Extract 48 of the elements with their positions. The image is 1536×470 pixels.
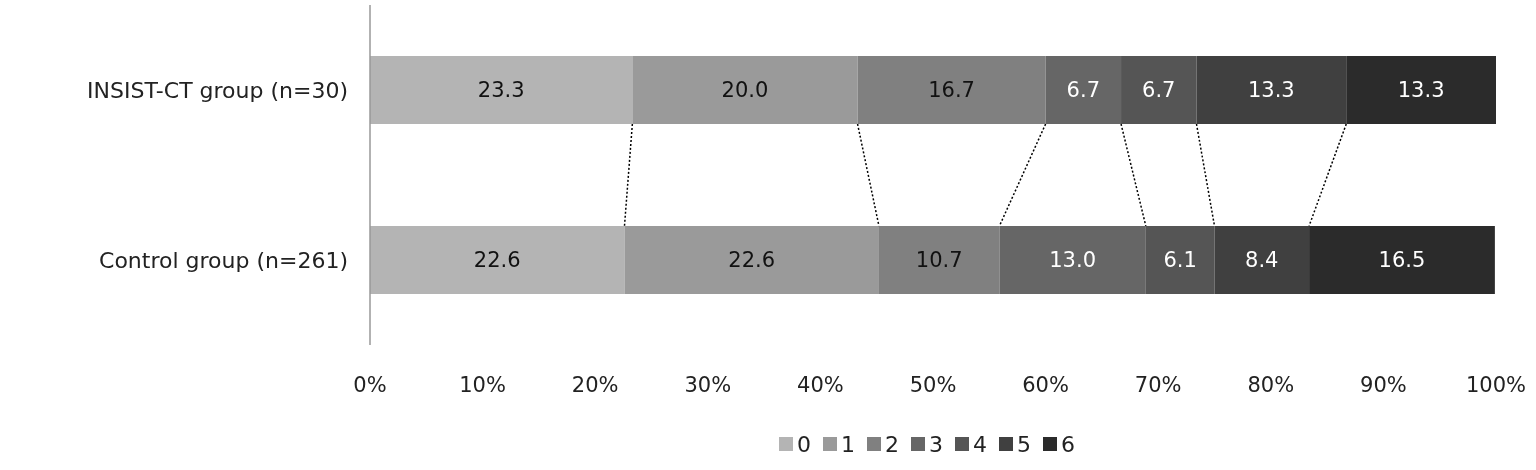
x-tick-label: 70% — [1134, 373, 1182, 398]
y-tick-label: Control group (n=261) — [99, 247, 348, 273]
data-label: 10.7 — [915, 248, 963, 273]
bar — [1346, 56, 1496, 124]
legend-label: 3 — [929, 431, 943, 457]
data-label: 13.0 — [1049, 248, 1097, 273]
x-tick-label: 60% — [1022, 373, 1069, 398]
bar — [878, 226, 1000, 294]
bar — [1214, 226, 1310, 294]
data-label: 13.3 — [1247, 78, 1295, 103]
legend-label: 0 — [797, 431, 811, 457]
x-tick-label: 0% — [353, 373, 387, 398]
legend-label: 2 — [885, 431, 899, 457]
bar — [370, 56, 633, 124]
x-tick-label: 20% — [571, 373, 619, 398]
bar — [1309, 226, 1495, 294]
legend-label: 4 — [973, 431, 987, 457]
x-tick-label: 30% — [684, 373, 732, 398]
bar — [632, 56, 858, 124]
data-label: 6.7 — [1142, 78, 1176, 103]
bar — [999, 226, 1146, 294]
data-label: 22.6 — [728, 248, 776, 273]
bar — [1196, 56, 1347, 124]
data-label: 22.6 — [473, 248, 521, 273]
x-tick-label: 90% — [1360, 373, 1407, 398]
bar — [624, 226, 879, 294]
data-label: 8.4 — [1245, 248, 1279, 273]
x-tick-label: 10% — [459, 373, 506, 398]
x-tick-label: 100% — [1465, 373, 1527, 398]
legend-label: 1 — [841, 431, 855, 457]
x-tick-label: 80% — [1247, 373, 1295, 398]
y-tick-label: INSIST-CT group (n=30) — [87, 77, 348, 103]
x-tick-label: 40% — [797, 373, 844, 398]
data-label: 16.7 — [928, 78, 975, 103]
bar — [1121, 56, 1197, 124]
bar — [1145, 226, 1215, 294]
data-label: 23.3 — [477, 78, 525, 103]
data-label: 6.7 — [1066, 78, 1101, 103]
legend-label: 6 — [1061, 431, 1075, 457]
bar — [370, 226, 625, 294]
data-label: 16.5 — [1378, 248, 1426, 273]
bar — [857, 56, 1046, 124]
x-tick-label: 50% — [909, 373, 957, 398]
data-label: 13.3 — [1397, 78, 1445, 103]
data-label: 20.0 — [721, 78, 769, 103]
data-label: 6.1 — [1163, 248, 1197, 273]
bar — [1045, 56, 1122, 124]
legend-label: 5 — [1017, 431, 1031, 457]
